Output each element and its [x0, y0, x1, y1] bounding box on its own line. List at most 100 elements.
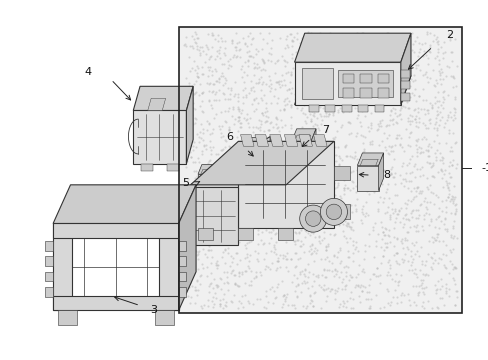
Point	[384, 132, 392, 138]
Point	[280, 176, 288, 182]
Point	[223, 274, 231, 280]
Point	[404, 105, 412, 111]
Point	[287, 85, 295, 91]
Point	[435, 225, 443, 231]
Point	[350, 149, 358, 155]
Point	[405, 121, 413, 126]
Point	[255, 217, 263, 222]
Point	[265, 120, 273, 126]
Point	[433, 111, 441, 117]
Point	[199, 130, 206, 136]
Point	[328, 112, 336, 118]
Point	[322, 243, 329, 249]
Point	[373, 208, 381, 214]
Point	[220, 182, 228, 188]
Point	[225, 127, 233, 133]
Point	[187, 198, 195, 204]
Point	[215, 97, 223, 103]
Point	[181, 229, 189, 235]
Point	[293, 96, 301, 102]
Point	[289, 197, 297, 203]
Point	[257, 95, 265, 101]
Point	[345, 255, 352, 260]
Point	[442, 228, 450, 234]
Point	[205, 80, 213, 86]
Point	[392, 250, 400, 256]
Point	[299, 71, 307, 76]
Point	[397, 71, 405, 77]
Point	[414, 207, 422, 213]
Point	[444, 114, 451, 120]
Point	[209, 239, 217, 244]
Point	[291, 238, 299, 244]
Point	[283, 201, 290, 207]
Point	[330, 168, 338, 174]
Point	[304, 222, 311, 228]
Point	[406, 118, 413, 124]
Point	[427, 102, 435, 107]
Point	[256, 125, 264, 130]
Point	[299, 147, 306, 152]
Point	[215, 80, 223, 85]
Point	[379, 168, 386, 174]
Point	[362, 53, 369, 59]
Point	[418, 149, 426, 155]
Point	[419, 198, 427, 203]
Point	[441, 252, 449, 258]
Point	[361, 52, 368, 58]
Point	[342, 269, 349, 275]
Point	[353, 161, 361, 167]
Point	[188, 193, 196, 198]
Point	[448, 157, 456, 163]
Point	[443, 180, 450, 186]
Point	[386, 107, 394, 113]
Point	[215, 171, 223, 176]
Text: 6: 6	[226, 131, 233, 141]
Point	[349, 47, 357, 53]
Point	[258, 229, 265, 235]
Point	[427, 165, 434, 170]
Point	[447, 235, 455, 241]
Polygon shape	[341, 105, 351, 112]
Point	[422, 52, 429, 58]
Point	[191, 90, 199, 96]
Point	[195, 48, 203, 53]
Point	[451, 139, 459, 144]
Point	[224, 62, 232, 68]
Point	[437, 154, 445, 160]
Point	[180, 213, 187, 219]
Point	[221, 302, 229, 308]
Point	[423, 186, 431, 192]
Point	[181, 41, 188, 47]
Point	[446, 174, 453, 180]
Point	[243, 240, 250, 246]
Point	[216, 155, 224, 161]
Point	[357, 45, 365, 51]
Polygon shape	[400, 33, 410, 105]
Point	[402, 244, 409, 250]
Point	[280, 82, 288, 87]
Point	[285, 211, 293, 216]
Point	[190, 288, 198, 293]
Point	[288, 187, 296, 193]
Point	[204, 97, 212, 103]
Point	[322, 74, 330, 80]
Point	[447, 49, 454, 54]
Point	[433, 261, 441, 266]
Point	[302, 210, 310, 216]
Point	[390, 208, 398, 214]
Point	[201, 177, 208, 183]
Point	[452, 63, 460, 68]
Point	[318, 185, 326, 191]
Point	[219, 147, 226, 152]
Point	[390, 52, 398, 58]
Point	[351, 274, 359, 279]
Point	[354, 57, 362, 63]
Point	[324, 149, 332, 154]
Point	[390, 278, 398, 284]
Point	[287, 194, 295, 200]
Point	[270, 70, 278, 76]
Point	[402, 229, 410, 234]
Point	[427, 144, 434, 150]
Point	[371, 83, 379, 89]
